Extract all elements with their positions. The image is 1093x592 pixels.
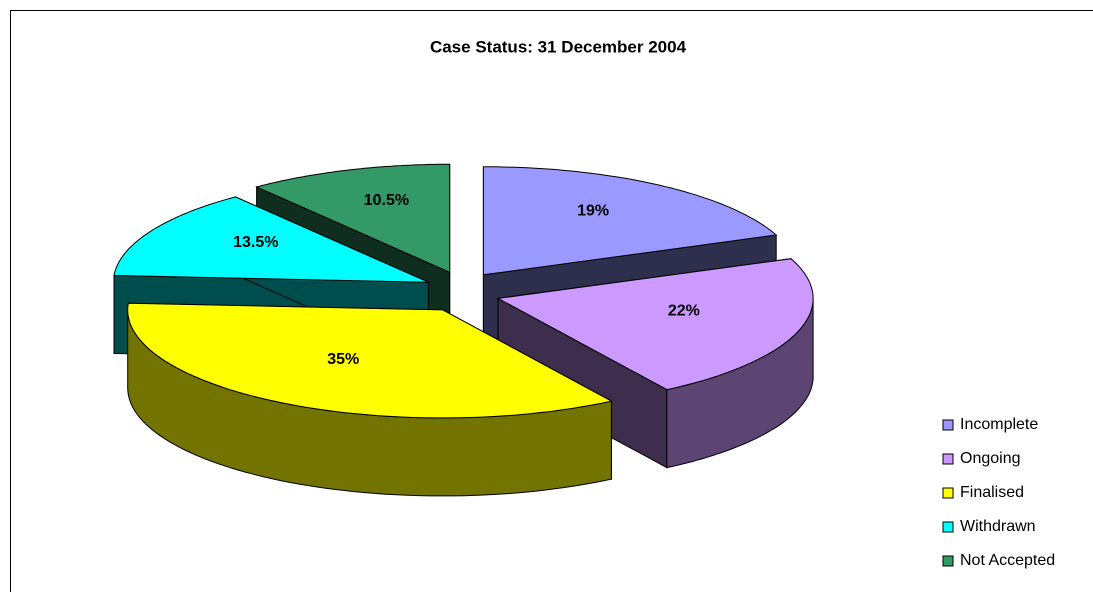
legend-label: Incomplete: [960, 416, 1038, 433]
legend-label: Not Accepted: [960, 552, 1055, 569]
chart-title: Case Status: 31 December 2004: [430, 37, 687, 56]
data-label: 10.5%: [364, 192, 409, 209]
legend-swatch: [942, 555, 954, 567]
data-label: 19%: [577, 203, 609, 220]
legend-label: Finalised: [960, 484, 1024, 501]
slice-top: [496, 258, 814, 391]
legend-label: Withdrawn: [960, 518, 1036, 535]
legend-swatch: [942, 453, 954, 465]
slice-top: [482, 166, 778, 276]
slice: [127, 302, 613, 497]
slice-top: [127, 302, 613, 419]
legend-label: Ongoing: [960, 450, 1021, 467]
slice-top: [255, 163, 451, 274]
legend-swatch: [942, 521, 954, 533]
slice-top: [113, 196, 429, 283]
legend-swatch: [942, 487, 954, 499]
legend-swatch: [942, 419, 954, 431]
data-label: 13.5%: [233, 234, 278, 251]
data-label: 22%: [668, 302, 700, 319]
data-label: 35%: [327, 351, 359, 368]
